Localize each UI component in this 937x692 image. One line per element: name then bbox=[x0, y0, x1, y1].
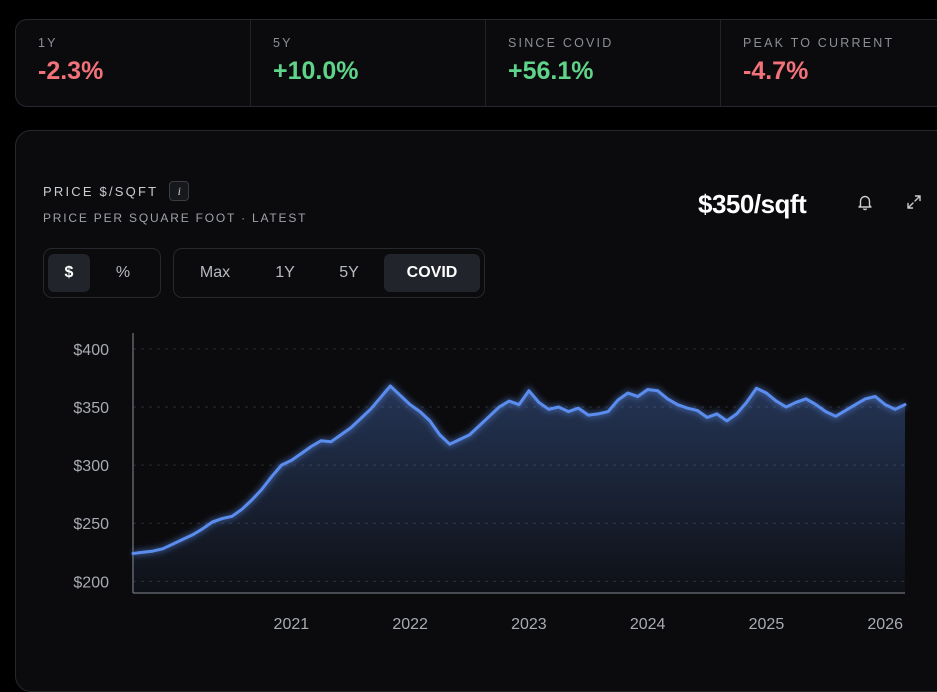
chart-title: PRICE $/SQFT bbox=[43, 183, 159, 199]
stat-label: SINCE COVID bbox=[508, 36, 614, 50]
unit-toggle: $ % bbox=[43, 248, 161, 298]
series-line bbox=[131, 384, 907, 555]
x-tick-label: 2023 bbox=[511, 616, 547, 633]
y-tick-label: $350 bbox=[73, 400, 109, 417]
stat-label: PEAK TO CURRENT bbox=[743, 36, 895, 50]
price-chart: $200 $250 $300 $350 $400 2021 2022 2023 2024 2025… bbox=[73, 333, 907, 633]
stat-label: 1Y bbox=[38, 36, 58, 50]
range-max-button[interactable]: Max bbox=[199, 264, 231, 281]
x-tick-label: 2026 bbox=[867, 616, 903, 633]
unit-percent-button[interactable]: % bbox=[115, 264, 131, 281]
range-covid-button[interactable]: COVID bbox=[384, 254, 480, 292]
range-toggle: Max 1Y 5Y COVID bbox=[173, 248, 485, 298]
x-tick-label: 2021 bbox=[274, 616, 310, 633]
x-tick-label: 2022 bbox=[392, 616, 428, 633]
stat-label: 5Y bbox=[273, 36, 293, 50]
stat-value: +10.0% bbox=[273, 57, 359, 85]
range-5y-button[interactable]: 5Y bbox=[339, 264, 359, 281]
stat-value: +56.1% bbox=[508, 57, 594, 85]
x-tick-label: 2024 bbox=[630, 616, 666, 633]
y-tick-label: $300 bbox=[73, 458, 109, 475]
chart-subtitle: PRICE PER SQUARE FOOT · LATEST bbox=[43, 211, 308, 225]
unit-dollar-button[interactable]: $ bbox=[48, 254, 90, 292]
stat-since-covid: SINCE COVID +56.1% bbox=[486, 20, 721, 106]
x-tick-label: 2025 bbox=[749, 616, 785, 633]
stat-value: -2.3% bbox=[38, 57, 104, 85]
bell-icon[interactable] bbox=[856, 193, 874, 211]
y-tick-label: $200 bbox=[73, 574, 109, 591]
y-tick-label: $400 bbox=[73, 342, 109, 359]
info-icon[interactable]: i bbox=[169, 181, 190, 201]
current-value: $350/sqft bbox=[698, 189, 807, 219]
area-fill bbox=[133, 386, 905, 593]
stats-bar: 1Y -2.3% 5Y +10.0% SINCE COVID +56.1% PE… bbox=[15, 19, 937, 107]
y-tick-label: $250 bbox=[73, 516, 109, 533]
stat-peak-to-current: PEAK TO CURRENT -4.7% bbox=[721, 20, 937, 106]
stat-1y: 1Y -2.3% bbox=[16, 20, 251, 106]
chart-title-row: PRICE $/SQFT i bbox=[43, 181, 190, 201]
stat-value: -4.7% bbox=[743, 57, 809, 85]
range-1y-button[interactable]: 1Y bbox=[275, 264, 295, 281]
stat-5y: 5Y +10.0% bbox=[251, 20, 486, 106]
price-chart-card: PRICE $/SQFT i PRICE PER SQUARE FOOT · L… bbox=[15, 130, 937, 692]
expand-icon[interactable] bbox=[905, 193, 923, 211]
